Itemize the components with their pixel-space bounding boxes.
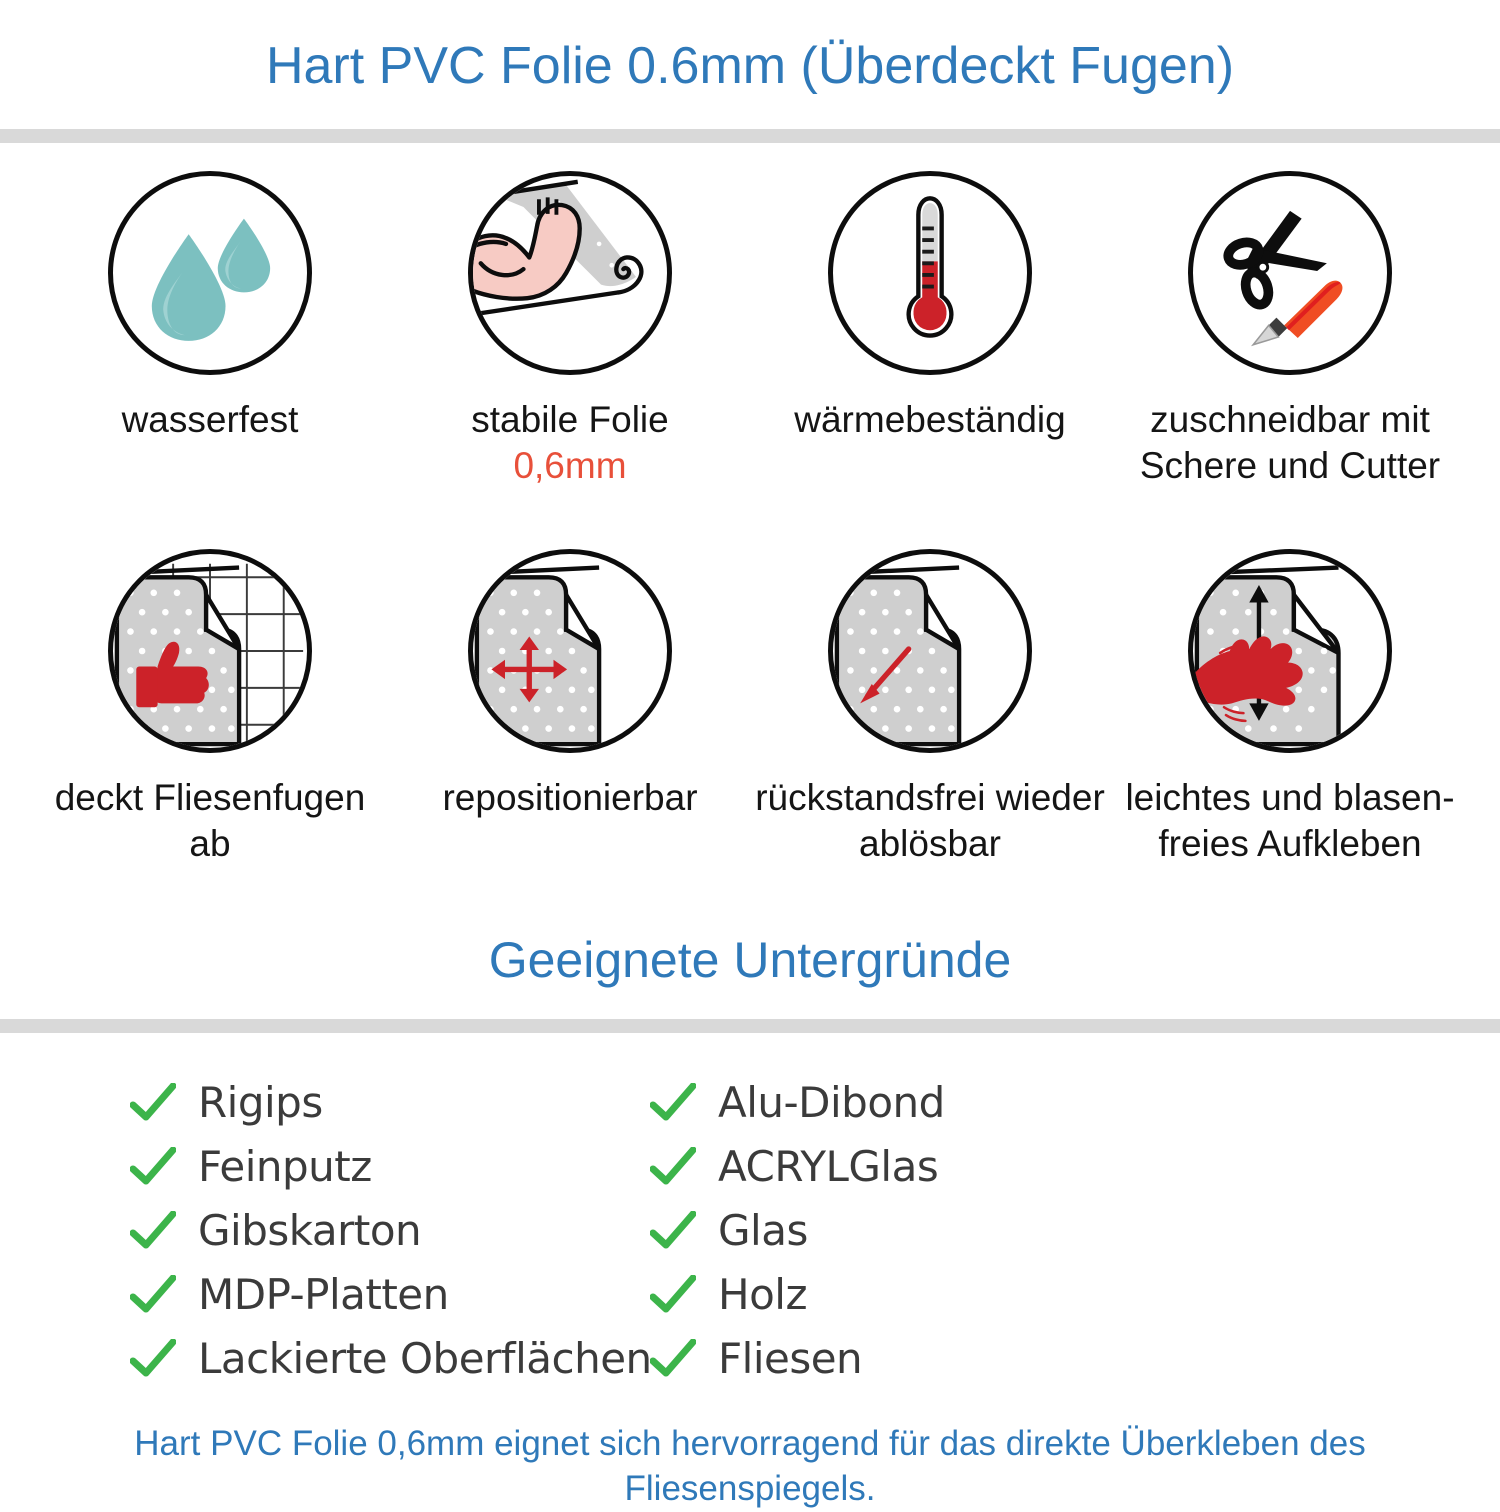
list-item-label: MDP-Platten [198, 1270, 449, 1320]
feature-label: wärmebeständig [794, 399, 1066, 441]
check-icon [130, 1146, 176, 1185]
water-drops-icon [108, 171, 312, 376]
feature-grid-row1: wasserfest [0, 143, 1500, 495]
check-icon [650, 1146, 696, 1185]
substrates-left-column: Rigips Feinputz Gibskarton MDP-Platten L… [0, 1075, 652, 1387]
scissors-cutter-icon [1188, 171, 1392, 376]
list-item-label: ACRYLGlas [718, 1142, 939, 1192]
list-item-label: Glas [718, 1206, 808, 1256]
feature-repositionierbar: repositionierbar [390, 548, 750, 867]
list-item: Lackierte Oberflächen [130, 1331, 652, 1387]
hand-smoothing-film-icon [1188, 548, 1392, 753]
divider-top [0, 129, 1500, 144]
list-item-label: Feinputz [198, 1142, 372, 1192]
flexed-arm-film-roll-icon [468, 171, 672, 376]
check-icon [130, 1274, 176, 1313]
check-icon [130, 1082, 176, 1121]
divider-bottom [0, 1018, 1500, 1033]
feature-waermebestaendig: wärmebeständig [750, 171, 1110, 489]
list-item: Glas [650, 1203, 1160, 1259]
list-item-label: Alu-Dibond [718, 1078, 945, 1128]
check-icon [650, 1338, 696, 1377]
list-item: MDP-Platten [130, 1267, 640, 1323]
feature-label: zuschneidbar mit Schere und Cutter [1139, 399, 1441, 487]
feature-deckt-fliesenfugen: deckt Fliesenfugen ab [30, 548, 390, 867]
feature-label: repositionierbar [442, 776, 698, 818]
list-item-label: Gibskarton [198, 1206, 422, 1256]
peel-arrow-film-icon [828, 548, 1032, 753]
substrates-heading: Geeignete Untergründe [488, 931, 1012, 988]
list-item-label: Fliesen [718, 1334, 863, 1384]
feature-stabile-folie: stabile Folie 0,6mm [390, 171, 750, 489]
feature-grid-row2: deckt Fliesenfugen ab [0, 495, 1500, 873]
feature-label: deckt Fliesenfugen ab [54, 776, 366, 864]
list-item: Fliesen [650, 1331, 1160, 1387]
check-icon [130, 1210, 176, 1249]
feature-wasserfest: wasserfest [30, 171, 390, 489]
list-item: Feinputz [130, 1139, 640, 1195]
list-item-label: Rigips [198, 1078, 323, 1128]
feature-rueckstandsfrei: rückstandsfrei wieder ablösbar [750, 548, 1110, 867]
list-item-label: Lackierte Oberflächen [198, 1334, 652, 1384]
feature-sublabel: 0,6mm [513, 445, 627, 487]
substrates-right-column: Alu-Dibond ACRYLGlas Glas Holz Fliesen [640, 1075, 1160, 1387]
feature-label: stabile Folie [471, 399, 669, 441]
substrates-lists: Rigips Feinputz Gibskarton MDP-Platten L… [0, 1033, 1500, 1387]
footer-note: Hart PVC Folie 0,6mm eignet sich hervorr… [134, 1423, 1366, 1509]
feature-zuschneidbar: zuschneidbar mit Schere und Cutter [1110, 171, 1470, 489]
feature-label: wasserfest [121, 399, 299, 441]
check-icon [650, 1082, 696, 1121]
thumbs-up-tile-grid-icon [108, 548, 312, 753]
thermometer-icon [828, 171, 1032, 376]
list-item: Alu-Dibond [650, 1075, 1160, 1131]
four-way-arrow-film-icon [468, 548, 672, 753]
check-icon [130, 1338, 176, 1377]
list-item: Holz [650, 1267, 1160, 1323]
check-icon [650, 1210, 696, 1249]
list-item: Gibskarton [130, 1203, 640, 1259]
feature-label: leichtes und blasen- freies Aufkleben [1125, 776, 1455, 864]
list-item: ACRYLGlas [650, 1139, 1160, 1195]
list-item-label: Holz [718, 1270, 808, 1320]
list-item: Rigips [130, 1075, 640, 1131]
page-title: Hart PVC Folie 0.6mm (Überdeckt Fugen) [265, 37, 1235, 95]
feature-blasenfreies-aufkleben: leichtes und blasen- freies Aufkleben [1110, 548, 1470, 867]
check-icon [650, 1274, 696, 1313]
feature-label: rückstandsfrei wieder ablösbar [755, 776, 1105, 864]
